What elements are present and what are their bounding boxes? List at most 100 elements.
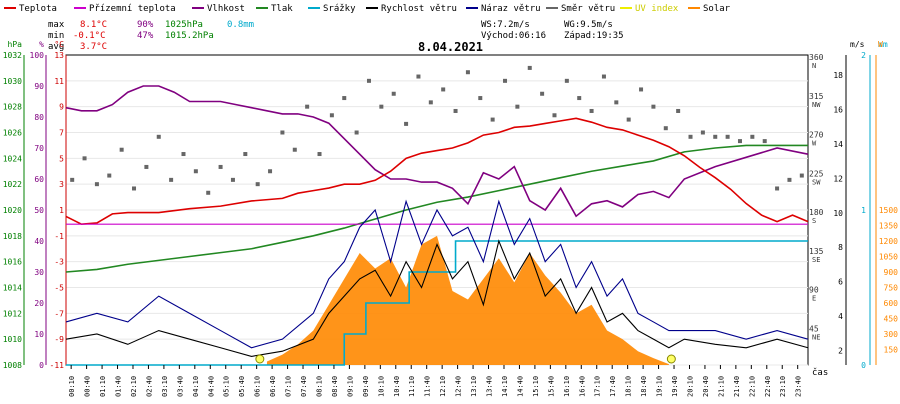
stat-max-label: max	[48, 20, 65, 30]
wind-direction-point-55	[750, 134, 755, 139]
x-tick-36: 18:10	[625, 376, 633, 397]
right-axis-unit-1: m/s	[850, 40, 865, 49]
right-dir-symbol-4: S	[812, 217, 816, 225]
x-tick-8: 04:10	[192, 376, 200, 397]
x-axis: 00:10 00:40 01:10 01:40 02:10 02:40 03:10 03:40…	[68, 365, 803, 397]
wind-direction-point-4	[119, 147, 124, 152]
left-tick-0-1: 1030	[3, 77, 22, 86]
wind-direction-point-59	[799, 173, 804, 178]
left-tick-1-7: 30	[34, 268, 44, 277]
series-line-tlak	[65, 144, 808, 273]
wind-ws: WS:7.2m/s	[481, 20, 530, 30]
stat-min-press: 1015.2hPa	[165, 31, 214, 41]
right-wind-tick-1: 16	[833, 105, 843, 114]
right-wind-tick-7: 4	[838, 312, 843, 321]
right-dir-symbol-7: NE	[812, 333, 820, 341]
wind-direction-point-15	[255, 182, 260, 187]
wind-direction-point-35	[503, 78, 508, 83]
left-tick-1-0: 100	[30, 51, 45, 60]
x-tick-44: 22:10	[748, 376, 756, 397]
right-dir-tick-1: 315	[809, 92, 824, 101]
left-tick-1-3: 70	[34, 144, 44, 153]
right-dir-tick-6: 90	[809, 286, 819, 295]
left-tick-0-9: 1014	[3, 284, 22, 293]
x-tick-17: 08:40	[331, 376, 339, 397]
right-dir-symbol-5: SE	[812, 256, 820, 264]
left-tick-2-8: -3	[54, 258, 64, 267]
wind-direction-point-0	[70, 177, 75, 182]
stat-max-temp: 8.1°C	[80, 20, 107, 30]
x-tick-30: 15:10	[532, 376, 540, 397]
left-tick-1-2: 80	[34, 113, 44, 122]
wind-direction-point-47	[651, 104, 656, 109]
wind-direction-point-8	[169, 177, 174, 182]
wind-direction-point-25	[379, 104, 384, 109]
left-tick-0-0: 1032	[3, 51, 22, 60]
left-tick-1-8: 20	[34, 299, 44, 308]
series-line-teplota	[65, 117, 809, 226]
x-tick-4: 02:10	[130, 376, 138, 397]
wind-direction-point-9	[181, 152, 186, 157]
left-tick-2-11: -9	[54, 335, 64, 344]
x-tick-20: 10:10	[377, 376, 385, 397]
x-tick-43: 21:40	[733, 376, 741, 397]
wind-direction-point-54	[737, 139, 742, 144]
left-tick-2-5: 3	[59, 180, 64, 189]
stat-max-rain: 0.8mm	[227, 20, 254, 30]
left-tick-2-0: 13	[54, 51, 64, 60]
right-rain-tick-0: 2	[861, 51, 866, 60]
wind-direction-point-3	[107, 173, 112, 178]
sunrise-time: Východ:06:16	[481, 31, 546, 41]
x-tick-6: 03:10	[161, 376, 169, 397]
chart-title: 8.04.2021	[418, 40, 483, 54]
legend-label-0: Teplota	[19, 4, 57, 14]
x-tick-34: 17:10	[594, 376, 602, 397]
wind-direction-point-22	[342, 96, 347, 101]
right-solar-tick-4: 900	[884, 268, 899, 277]
x-tick-39: 19:40	[671, 376, 679, 397]
x-tick-27: 13:40	[486, 376, 494, 397]
x-tick-40: 20:10	[686, 376, 694, 397]
left-tick-0-8: 1016	[3, 258, 22, 267]
right-dir-symbol-1: NW	[812, 101, 821, 109]
stat-max-press: 1025hPa	[165, 20, 203, 30]
legend-label-7: Směr větru	[561, 4, 615, 14]
left-tick-2-10: -7	[54, 309, 64, 318]
stat-avg-label: avg	[48, 42, 64, 52]
legend-label-5: Rychlost větru	[381, 4, 457, 14]
stat-min-temp: -0.1°C	[73, 31, 106, 41]
series-line-sr-ky	[66, 240, 808, 366]
x-tick-9: 04:40	[207, 376, 215, 397]
x-tick-47: 23:40	[795, 376, 803, 397]
right-rain-tick-2: 0	[861, 361, 866, 370]
wind-direction-point-28	[416, 74, 421, 79]
series-line-n-raz-v-tru	[65, 199, 809, 349]
right-solar-tick-2: 1200	[879, 237, 898, 246]
x-tick-42: 21:10	[717, 376, 725, 397]
wind-direction-point-12	[218, 164, 223, 169]
right-wind-tick-4: 10	[833, 209, 843, 218]
right-dir-tick-2: 270	[809, 131, 824, 140]
right-dir-tick-7: 45	[809, 324, 819, 333]
wind-direction-point-24	[366, 78, 371, 83]
sunrise-marker	[255, 354, 265, 364]
x-tick-18: 09:10	[346, 376, 354, 397]
right-solar-tick-6: 600	[884, 299, 899, 308]
x-tick-19: 09:40	[362, 376, 370, 397]
x-tick-11: 05:40	[238, 376, 246, 397]
left-tick-2-6: 1	[59, 206, 64, 215]
wind-direction-point-38	[540, 91, 545, 96]
right-dir-tick-0: 360	[809, 53, 824, 62]
wind-direction-point-7	[156, 134, 161, 139]
wind-direction-point-11	[206, 190, 211, 195]
wind-direction-point-40	[564, 78, 569, 83]
right-dir-tick-3: 225	[809, 169, 824, 178]
legend-label-1: Přízemní teplota	[89, 4, 176, 14]
x-tick-16: 08:10	[315, 376, 323, 397]
left-tick-0-2: 1028	[3, 103, 22, 112]
wind-direction-point-45	[626, 117, 631, 122]
series-line-vlhkost	[65, 85, 809, 218]
wind-direction-point-58	[787, 177, 792, 182]
